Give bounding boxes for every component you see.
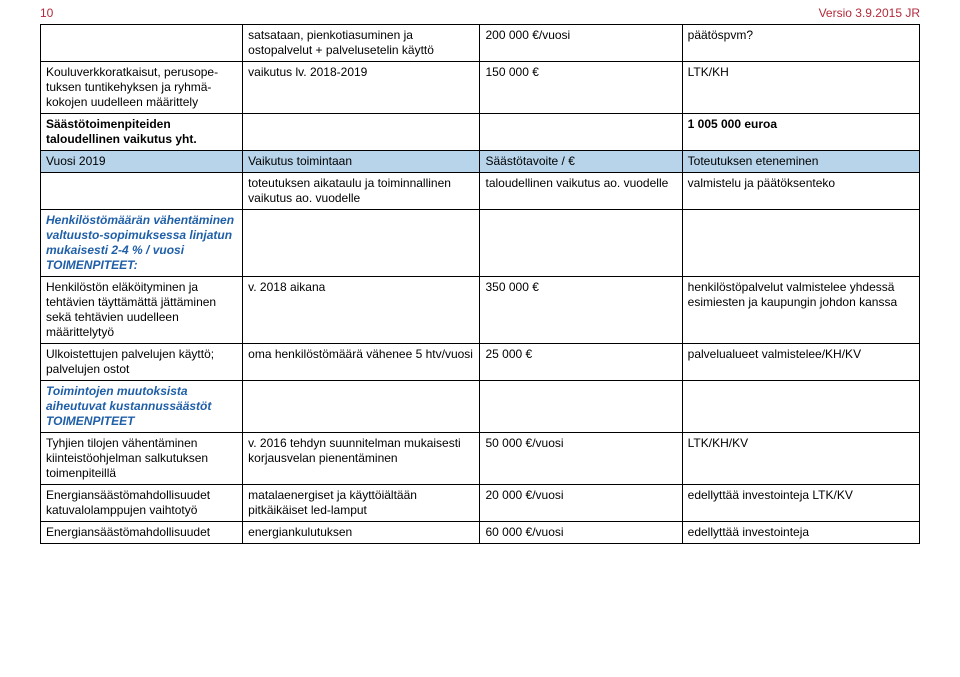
table-cell: Energiansäästömahdollisuudet katuvalolam… — [41, 485, 243, 522]
table-row: Energiansäästömahdollisuudetenergiankulu… — [41, 522, 920, 544]
table-cell: edellyttää investointeja — [682, 522, 919, 544]
table-cell: Henkilöstömäärän vähentäminen valtuusto-… — [41, 210, 243, 277]
page-number: 10 — [40, 6, 53, 20]
table-row: Henkilöstön eläköityminen ja tehtävien t… — [41, 277, 920, 344]
table-cell — [243, 210, 480, 277]
table-cell: Tyhjien tilojen vähentäminen kiinteistöo… — [41, 433, 243, 485]
page-header: 10 Versio 3.9.2015 JR — [0, 0, 960, 24]
table-row: Toimintojen muutoksista aiheutuvat kusta… — [41, 381, 920, 433]
table-row: Energiansäästömahdollisuudet katuvalolam… — [41, 485, 920, 522]
table-cell — [243, 381, 480, 433]
table-cell — [41, 25, 243, 62]
table-cell: Energiansäästömahdollisuudet — [41, 522, 243, 544]
table-cell: Henkilöstön eläköityminen ja tehtävien t… — [41, 277, 243, 344]
savings-table: satsataan, pienkotiasuminen ja ostopalve… — [40, 24, 920, 544]
table-cell: v. 2018 aikana — [243, 277, 480, 344]
table-cell — [41, 173, 243, 210]
version-label: Versio 3.9.2015 JR — [819, 6, 920, 20]
table-cell — [682, 210, 919, 277]
table-cell: Toimintojen muutoksista aiheutuvat kusta… — [41, 381, 243, 433]
table-cell: 1 005 000 euroa — [682, 114, 919, 151]
table-cell: 50 000 €/vuosi — [480, 433, 682, 485]
table-cell: 350 000 € — [480, 277, 682, 344]
table-cell — [480, 210, 682, 277]
table-row: Vuosi 2019Vaikutus toimintaanSäästötavoi… — [41, 151, 920, 173]
table-cell — [480, 381, 682, 433]
table-cell — [682, 381, 919, 433]
table-cell: energiankulutuksen — [243, 522, 480, 544]
table-cell: matalaenergiset ja käyttöiältään pitkäik… — [243, 485, 480, 522]
table-row: Säästötoimenpiteiden taloudellinen vaiku… — [41, 114, 920, 151]
table-cell: taloudellinen vaikutus ao. vuodelle — [480, 173, 682, 210]
table-cell: 20 000 €/vuosi — [480, 485, 682, 522]
table-row: Tyhjien tilojen vähentäminen kiinteistöo… — [41, 433, 920, 485]
table-cell: palvelualueet valmistelee/KH/KV — [682, 344, 919, 381]
table-row: Henkilöstömäärän vähentäminen valtuusto-… — [41, 210, 920, 277]
table-cell — [243, 114, 480, 151]
table-cell: Toteutuksen eteneminen — [682, 151, 919, 173]
table-row: Ulkoistettujen palvelujen käyttö; palvel… — [41, 344, 920, 381]
table-cell: toteutuksen aikataulu ja toiminnallinen … — [243, 173, 480, 210]
table-cell: LTK/KH/KV — [682, 433, 919, 485]
table-cell: Säästötavoite / € — [480, 151, 682, 173]
table-cell: 200 000 €/vuosi — [480, 25, 682, 62]
table-cell: vaikutus lv. 2018-2019 — [243, 62, 480, 114]
table-cell: Säästötoimenpiteiden taloudellinen vaiku… — [41, 114, 243, 151]
table-row: toteutuksen aikataulu ja toiminnallinen … — [41, 173, 920, 210]
table-cell: Vaikutus toimintaan — [243, 151, 480, 173]
table-cell: satsataan, pienkotiasuminen ja ostopalve… — [243, 25, 480, 62]
table-cell: LTK/KH — [682, 62, 919, 114]
table-cell: henkilöstöpalvelut valmistelee yhdessä e… — [682, 277, 919, 344]
table-cell: Ulkoistettujen palvelujen käyttö; palvel… — [41, 344, 243, 381]
table-row: satsataan, pienkotiasuminen ja ostopalve… — [41, 25, 920, 62]
table-cell — [480, 114, 682, 151]
table-cell: oma henkilöstömäärä vähenee 5 htv/vuosi — [243, 344, 480, 381]
table-cell: edellyttää investointeja LTK/KV — [682, 485, 919, 522]
table-cell: v. 2016 tehdyn suunnitelman mukaisesti k… — [243, 433, 480, 485]
table-cell: Vuosi 2019 — [41, 151, 243, 173]
table-cell: 25 000 € — [480, 344, 682, 381]
table-cell: päätöspvm? — [682, 25, 919, 62]
table-cell: 150 000 € — [480, 62, 682, 114]
table-cell: 60 000 €/vuosi — [480, 522, 682, 544]
table-row: Kouluverkkoratkaisut, perusope-tuksen tu… — [41, 62, 920, 114]
table-cell: valmistelu ja päätöksenteko — [682, 173, 919, 210]
table-cell: Kouluverkkoratkaisut, perusope-tuksen tu… — [41, 62, 243, 114]
